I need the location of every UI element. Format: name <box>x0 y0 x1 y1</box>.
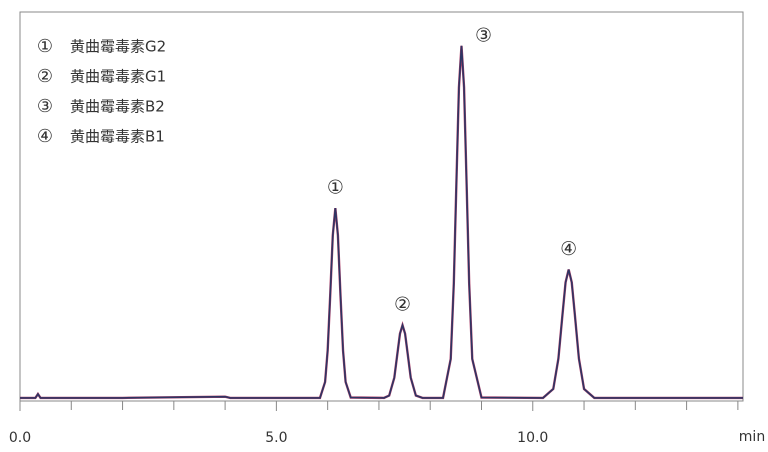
peak-label: ③ <box>475 24 492 46</box>
x-tick-label: 10.0 <box>517 430 548 446</box>
legend-label: 黄曲霉毒素G1 <box>70 68 166 86</box>
legend-marker: ② <box>37 66 53 87</box>
legend-label: 黄曲霉毒素G2 <box>70 38 166 56</box>
plot-frame <box>19 11 744 402</box>
legend-marker: ④ <box>37 126 53 147</box>
x-tick-label: 5.0 <box>265 430 287 446</box>
chromatogram-line <box>20 45 743 399</box>
peak-label: ② <box>394 294 411 316</box>
legend-marker: ① <box>37 36 53 57</box>
legend-label: 黄曲霉毒素B2 <box>70 98 165 116</box>
x-axis-label: min <box>739 429 765 445</box>
peak-label: ① <box>327 177 344 199</box>
legend-label: 黄曲霉毒素B1 <box>70 128 165 146</box>
legend-marker: ③ <box>37 96 53 117</box>
x-tick-label: 0.0 <box>9 430 31 446</box>
peak-label: ④ <box>560 238 577 260</box>
